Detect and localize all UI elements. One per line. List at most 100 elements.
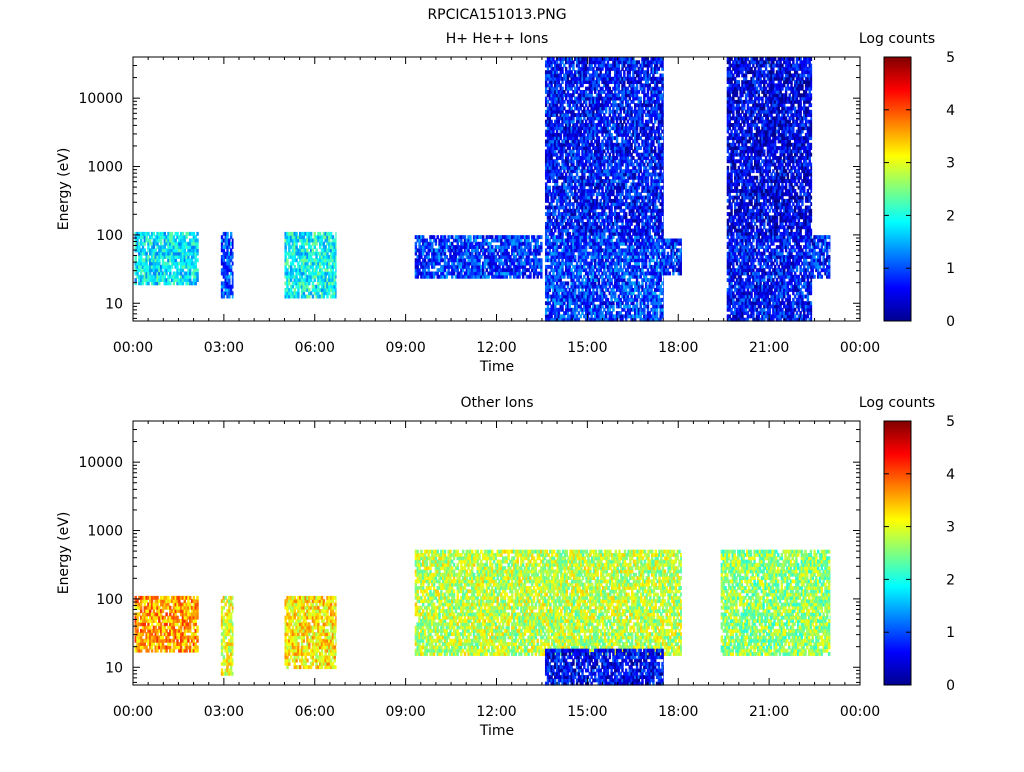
heatmap-cell [483,238,487,243]
heatmap-cell [483,261,487,266]
heatmap-cell [297,264,300,269]
heatmap-cell [559,126,562,131]
heatmap-cell [555,261,559,266]
heatmap-cell [574,96,577,101]
heatmap-cell [196,245,199,249]
heatmap-cell [572,126,575,131]
heatmap-cell [572,80,575,84]
heatmap-cell [548,192,552,197]
heatmap-cell [564,258,568,263]
heatmap-cell [544,205,548,210]
heatmap-cell [568,297,572,302]
heatmap-cell [452,261,456,266]
heatmap-cell [158,281,161,286]
heatmap-cell [500,235,503,240]
heatmap-cell [185,264,188,269]
heatmap-cell [561,284,564,289]
heatmap-cell [564,66,568,71]
heatmap-cell [324,255,327,259]
heatmap-cell [299,255,302,259]
heatmap-cell [322,255,326,259]
heatmap-cell [554,90,557,94]
heatmap-cell [552,235,555,240]
heatmap-cell [150,251,154,256]
heatmap-cell [143,278,147,282]
heatmap-cell [471,255,474,259]
heatmap-cell [190,248,194,253]
heatmap-cell [552,99,555,104]
heatmap-cell [224,241,227,246]
heatmap-cell [299,264,302,269]
heatmap-cell [163,235,167,240]
heatmap-cell [572,73,575,78]
heatmap-cell [308,245,311,249]
heatmap-cell [485,241,489,246]
heatmap-cell [557,93,561,98]
heatmap-cell [554,76,557,81]
heatmap-cell [460,274,463,279]
heatmap-cell [579,195,582,200]
heatmap-cell [566,192,570,197]
heatmap-cell [572,222,575,226]
heatmap-cell [577,113,581,117]
heatmap-cell [550,258,553,263]
heatmap-cell [554,195,557,200]
heatmap-cell [302,268,306,273]
heatmap-cell [222,268,226,273]
heatmap-cell [563,90,566,94]
heatmap-cell [145,278,148,282]
heatmap-cell [190,258,194,263]
heatmap-cell [172,255,176,259]
heatmap-cell [183,258,187,263]
heatmap-cell [451,245,454,249]
heatmap-cell [581,258,584,263]
heatmap-cell [423,274,427,279]
heatmap-cell [516,251,519,256]
heatmap-cell [572,281,575,286]
heatmap-cell [224,238,227,243]
heatmap-cell [494,268,498,273]
heatmap-cell [159,238,163,243]
heatmap-cell [540,235,543,240]
heatmap-cell [566,126,570,131]
heatmap-cell [434,241,438,246]
heatmap-cell [183,251,187,256]
heatmap-cell [456,264,459,269]
heatmap-cell [416,268,419,273]
heatmap-cell [546,251,550,256]
heatmap-cell [176,281,179,286]
heatmap-cell [194,268,197,273]
heatmap-cell [469,268,472,273]
heatmap-cell [295,294,298,299]
heatmap-cell [555,93,559,98]
heatmap-cell [458,235,461,240]
heatmap-cell [518,268,521,273]
heatmap-cell [458,264,461,269]
heatmap-cell [451,241,454,246]
heatmap-cell [546,198,550,203]
heatmap-cell [176,261,179,266]
heatmap-cell [575,123,579,127]
heatmap-cell [458,255,461,259]
heatmap-cell [138,261,141,266]
heatmap-cell [536,245,539,249]
heatmap-cell [554,159,557,164]
heatmap-cell [577,106,581,111]
heatmap-cell [552,76,555,81]
heatmap-cell [570,60,573,65]
heatmap-cell [150,231,154,236]
heatmap-cell [563,288,566,292]
heatmap-cell [489,255,492,259]
heatmap-cell [467,274,470,279]
heatmap-cell [568,172,572,177]
heatmap-cell [579,301,582,306]
heatmap-cell [309,238,313,243]
heatmap-cell [284,235,287,240]
heatmap-cell [228,284,231,289]
heatmap-cell [529,241,532,246]
heatmap-cell [161,278,165,282]
heatmap-cell [291,235,295,240]
heatmap-cell [550,126,553,131]
heatmap-cell [572,284,575,289]
heatmap-cell [554,189,557,193]
